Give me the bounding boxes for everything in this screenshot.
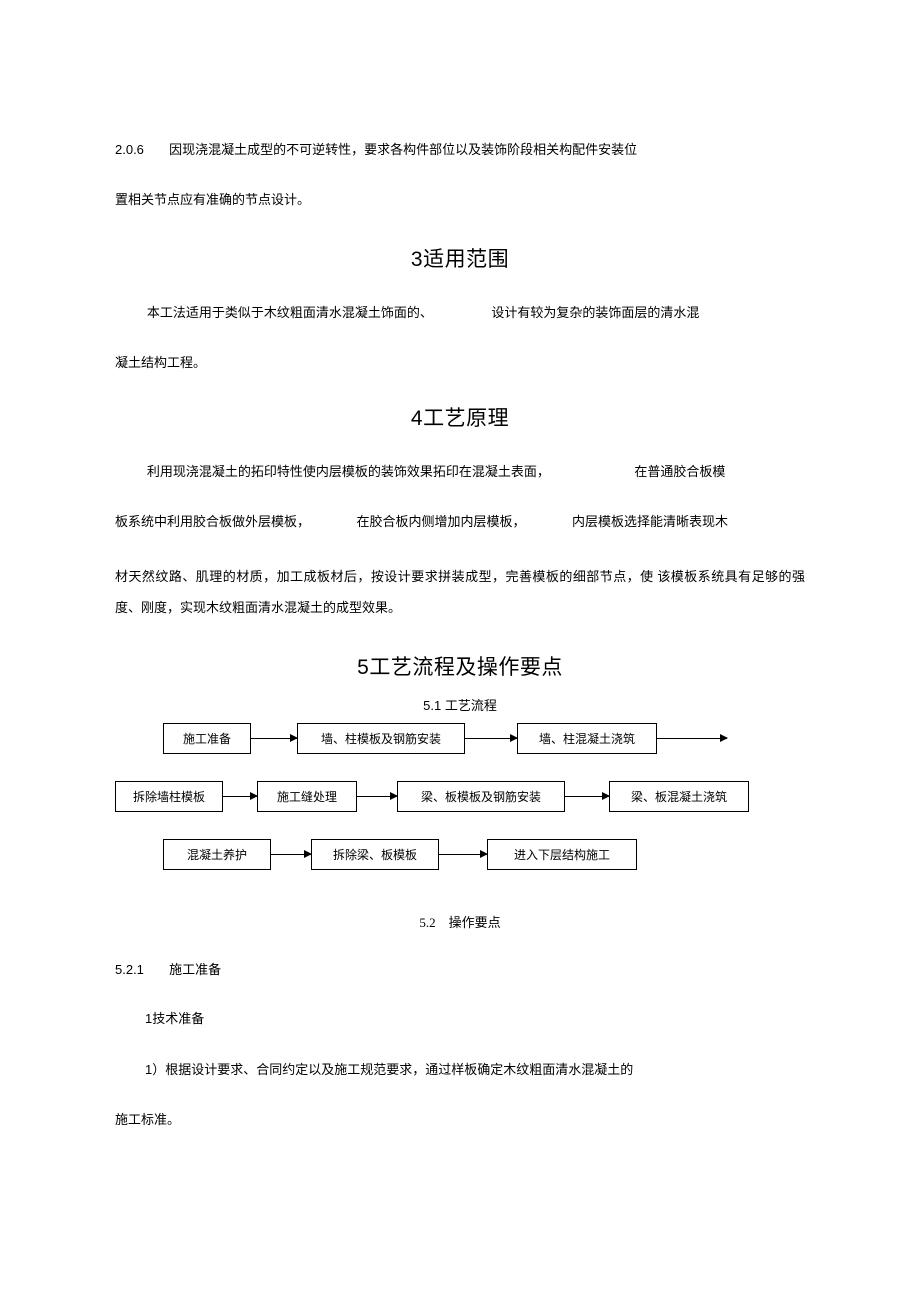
arrow-icon <box>251 738 297 739</box>
arrow-icon <box>271 854 311 855</box>
arrow-icon <box>465 738 517 739</box>
flow-box-r1-1: 墙、柱模板及钢筋安装 <box>297 723 465 754</box>
text-3b: 设计有较为复杂的装饰面层的清水混 <box>491 305 699 320</box>
text-3a: 本工法适用于类似于木纹粗面清水混凝土饰面的、 <box>147 305 433 320</box>
flow-row-1: 施工准备 墙、柱模板及钢筋安装 墙、柱混凝土浇筑 <box>115 720 815 756</box>
flow-row-3: 混凝土养护 拆除梁、板模板 进入下层结构施工 <box>115 836 815 872</box>
para-4-line1: 利用现浇混凝土的拓印特性使内层模板的装饰效果拓印在混凝土表面， 在普通胶合板模 <box>115 462 805 482</box>
flow-box-r3-0: 混凝土养护 <box>163 839 271 870</box>
heading-3: 3适用范围 <box>115 243 805 273</box>
num-521: 5.2.1 <box>115 962 144 977</box>
para-3-line2: 凝土结构工程。 <box>115 353 805 373</box>
text-206a: 因现浇混凝土成型的不可逆转性，要求各构件部位以及装饰阶段相关构配件安装位 <box>169 142 637 157</box>
text-521-1: 技术准备 <box>152 1011 204 1026</box>
flow-title: 5.1 工艺流程 <box>115 695 805 714</box>
text-4e: 内层模板选择能清晰表现木 <box>572 514 728 529</box>
flow-box-r3-2: 进入下层结构施工 <box>487 839 637 870</box>
item-521-2: 1）根据设计要求、合同约定以及施工规范要求，通过样板确定木纹粗面清水混凝土的 <box>145 1059 805 1078</box>
flow-box-r2-0: 拆除墙柱模板 <box>115 781 223 812</box>
flow-row-2: 拆除墙柱模板 施工缝处理 梁、板模板及钢筋安装 梁、板混凝土浇筑 <box>115 778 815 814</box>
para-2-0-6: 2.0.6 因现浇混凝土成型的不可逆转性，要求各构件部位以及装饰阶段相关构配件安… <box>115 140 805 160</box>
para-4-line3: 材天然纹路、肌理的材质，加工成板材后，按设计要求拼装成型，完善模板的细部节点，使… <box>115 561 805 623</box>
flow-box-r1-2: 墙、柱混凝土浇筑 <box>517 723 657 754</box>
heading-5-2-1: 5.2.1 施工准备 <box>115 959 805 978</box>
num-1paren: 1） <box>145 1062 165 1077</box>
text-4d: 在胶合板内侧增加内层模板， <box>357 514 526 529</box>
para-2-0-6-cont: 置相关节点应有准确的节点设计。 <box>115 190 805 210</box>
arrow-icon <box>657 738 727 739</box>
num-206: 2.0.6 <box>115 140 144 160</box>
flow-box-r2-1: 施工缝处理 <box>257 781 357 812</box>
text-4c: 板系统中利用胶合板做外层模板， <box>115 514 310 529</box>
flow-box-r2-3: 梁、板混凝土浇筑 <box>609 781 749 812</box>
flowchart: 施工准备 墙、柱模板及钢筋安装 墙、柱混凝土浇筑 拆除墙柱模板 施工缝处理 梁、… <box>115 720 815 872</box>
arrow-icon <box>223 796 257 797</box>
arrow-icon <box>357 796 397 797</box>
para-3-line1: 本工法适用于类似于木纹粗面清水混凝土饰面的、 设计有较为复杂的装饰面层的清水混 <box>115 303 805 323</box>
text-4a: 利用现浇混凝土的拓印特性使内层模板的装饰效果拓印在混凝土表面， <box>147 464 550 479</box>
flow-box-r3-1: 拆除梁、板模板 <box>311 839 439 870</box>
item-521-1: 1技术准备 <box>145 1008 805 1027</box>
text-4b: 在普通胶合板模 <box>634 464 725 479</box>
item-521-2-cont: 施工标准。 <box>115 1110 805 1130</box>
heading-4: 4工艺原理 <box>115 402 805 432</box>
heading-5-2: 5.2 操作要点 <box>115 912 805 931</box>
arrow-icon <box>565 796 609 797</box>
label-521: 施工准备 <box>169 962 221 977</box>
para-4-line2: 板系统中利用胶合板做外层模板， 在胶合板内侧增加内层模板， 内层模板选择能清晰表… <box>115 512 805 532</box>
text-521-2: 根据设计要求、合同约定以及施工规范要求，通过样板确定木纹粗面清水混凝土的 <box>165 1062 633 1077</box>
flow-box-r2-2: 梁、板模板及钢筋安装 <box>397 781 565 812</box>
arrow-icon <box>439 854 487 855</box>
heading-5: 5工艺流程及操作要点 <box>115 651 805 681</box>
flow-box-r1-0: 施工准备 <box>163 723 251 754</box>
